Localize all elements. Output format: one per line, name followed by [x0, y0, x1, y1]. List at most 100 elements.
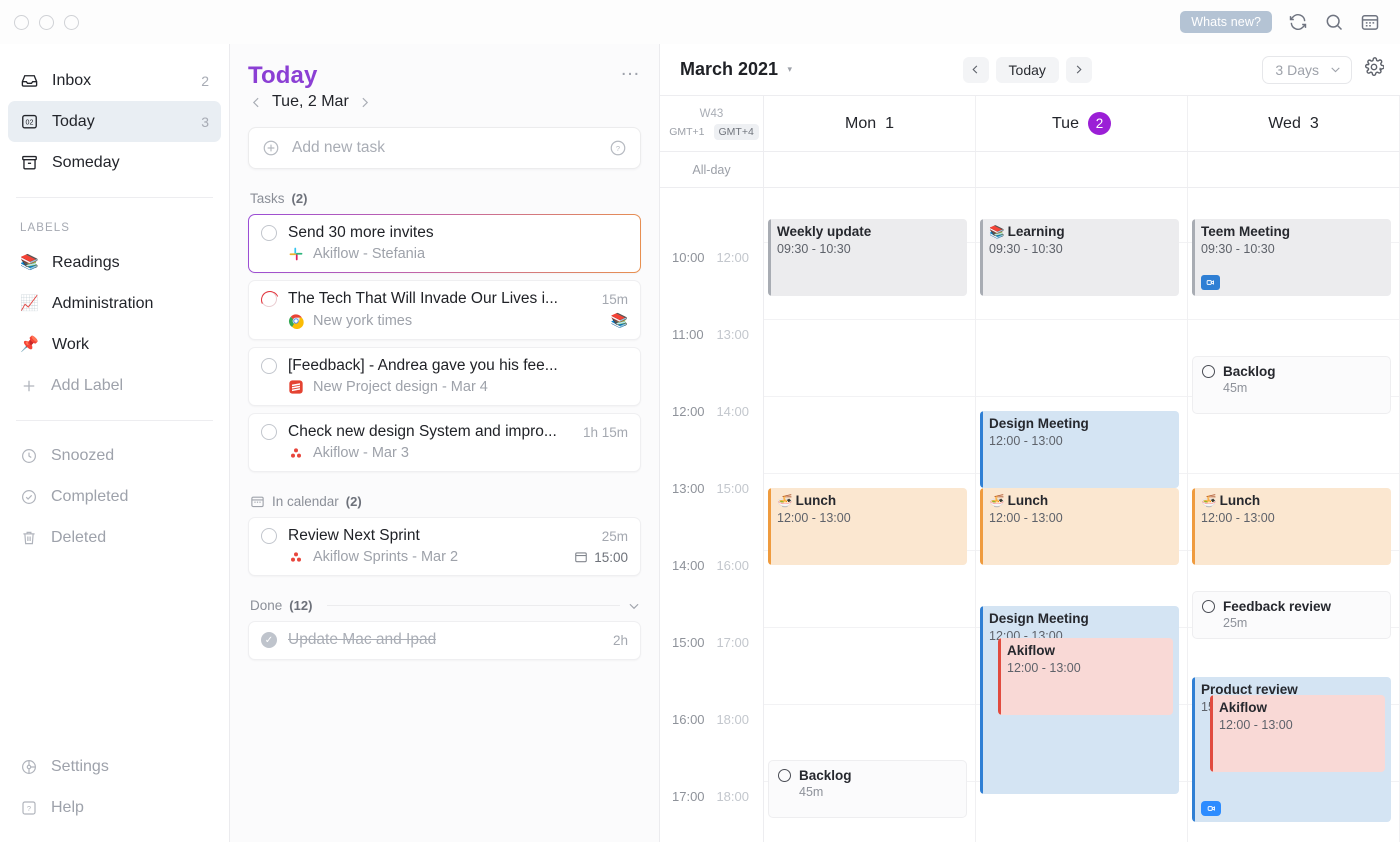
calendar-event-time: 12:00 - 13:00: [989, 433, 1063, 448]
timezone-gmt1[interactable]: GMT+1: [669, 125, 705, 138]
event-color-bar: [1210, 695, 1213, 772]
calendar-task-title: Feedback review: [1223, 599, 1332, 614]
task-row[interactable]: Review Next Sprint 25m Akiflow Sprints -…: [248, 517, 641, 576]
gear-icon[interactable]: [1364, 57, 1385, 82]
search-icon[interactable]: [1324, 12, 1344, 32]
title-bar: Whats new?: [0, 0, 1400, 44]
calendar-event-block[interactable]: Design Meeting 12:00 - 13:00: [980, 411, 1179, 488]
task-checkbox[interactable]: [778, 769, 791, 782]
sidebar-item-help[interactable]: ? Help: [0, 787, 229, 828]
trash-icon: [20, 529, 38, 547]
calendar-event-block[interactable]: Akiflow 12:00 - 13:00: [998, 638, 1173, 715]
app-body: Inbox 2 02 Today 3: [0, 44, 1400, 842]
day-header-tue[interactable]: Tue 2: [976, 96, 1188, 151]
task-row[interactable]: [Feedback] - Andrea gave you his fee... …: [248, 347, 641, 406]
sidebar-item-work[interactable]: 📌 Work: [0, 324, 229, 365]
timezone-gmt4[interactable]: GMT+4: [713, 123, 759, 140]
whats-new-button[interactable]: Whats new?: [1180, 11, 1272, 33]
task-checkbox[interactable]: [261, 358, 277, 374]
day-column-tue[interactable]: 📚 Learning 09:30 - 10:30 Design Meeting 12:0…: [976, 188, 1188, 842]
sidebar-footer: Settings ? Help: [0, 746, 229, 842]
calendar-panel: March 2021 ▾ Today 3 Days: [660, 44, 1400, 842]
all-day-cell-mon[interactable]: [764, 152, 976, 187]
today-button[interactable]: Today: [995, 56, 1059, 83]
inbox-icon: [20, 71, 39, 90]
settings-icon: [20, 758, 38, 776]
maximize-window-button[interactable]: [64, 14, 79, 30]
calendar-task-block[interactable]: Backlog 45m: [1192, 356, 1391, 414]
calendar-task-row: Feedback review: [1202, 599, 1382, 614]
hour-gridline: [764, 473, 975, 474]
prev-period-button[interactable]: [962, 56, 989, 83]
task-checkbox[interactable]: [261, 225, 277, 241]
task-main-row: Send 30 more invites: [261, 224, 628, 242]
task-main-row: [Feedback] - Andrea gave you his fee...: [261, 357, 628, 375]
task-row[interactable]: ✓ Update Mac and Ipad 2h: [248, 621, 641, 660]
task-meta-row: Akiflow - Mar 3: [261, 445, 628, 461]
task-checkbox[interactable]: [261, 424, 277, 440]
group-header-done[interactable]: Done (12): [250, 598, 641, 613]
calendar-event-block[interactable]: 🍜 Lunch 12:00 - 13:00: [1192, 488, 1391, 565]
calendar-event-block[interactable]: 🍜 Lunch 12:00 - 13:00: [980, 488, 1179, 565]
sidebar-item-someday[interactable]: Someday: [8, 142, 221, 183]
sidebar-item-completed[interactable]: Completed: [0, 476, 229, 517]
close-window-button[interactable]: [14, 14, 29, 30]
all-day-cell-tue[interactable]: [976, 152, 1188, 187]
next-day-icon[interactable]: [358, 96, 371, 109]
sidebar-item-readings[interactable]: 📚 Readings: [0, 242, 229, 283]
sidebar-item-today[interactable]: 02 Today 3: [8, 101, 221, 142]
more-options-button[interactable]: …: [620, 58, 641, 80]
zoom-icon[interactable]: [1201, 801, 1221, 816]
time-secondary: 18:00: [716, 712, 749, 727]
sidebar-item-settings[interactable]: Settings: [0, 746, 229, 787]
add-task-placeholder: Add new task: [292, 139, 386, 156]
task-checkbox[interactable]: [1202, 600, 1215, 613]
sidebar-item-inbox[interactable]: Inbox 2: [8, 60, 221, 101]
task-checkbox[interactable]: [261, 291, 277, 307]
range-select[interactable]: 3 Days: [1262, 55, 1352, 84]
day-header-wed[interactable]: Wed 3: [1188, 96, 1400, 151]
task-row[interactable]: Send 30 more invites Akiflow - Stefania: [248, 214, 641, 273]
sidebar-item-deleted[interactable]: Deleted: [0, 517, 229, 558]
next-period-button[interactable]: [1065, 56, 1092, 83]
chevron-down-icon[interactable]: [627, 599, 641, 613]
calendar-event-block[interactable]: 🍜 Lunch 12:00 - 13:00: [768, 488, 967, 565]
sidebar-item-snoozed[interactable]: Snoozed: [0, 435, 229, 476]
calendar-task-row: Backlog: [1202, 364, 1382, 379]
minimize-window-button[interactable]: [39, 14, 54, 30]
refresh-icon[interactable]: [1288, 12, 1308, 32]
task-checkbox[interactable]: [1202, 365, 1215, 378]
task-panel: Today … Tue, 2 Mar Add new task: [230, 44, 660, 842]
calendar-month-selector[interactable]: March 2021 ▾: [680, 59, 792, 80]
calendar-event-title: Teem Meeting: [1201, 224, 1291, 239]
calendar-event-time: 12:00 - 13:00: [989, 510, 1063, 525]
calendar-event-block[interactable]: Akiflow 12:00 - 13:00: [1210, 695, 1385, 772]
calendar-event-title: 🍜 Lunch: [989, 493, 1049, 508]
day-column-wed[interactable]: Teem Meeting 09:30 - 10:30 Backlog 45m 🍜 Lunc…: [1188, 188, 1400, 842]
calendar-event-block[interactable]: 📚 Learning 09:30 - 10:30: [980, 219, 1179, 296]
day-column-mon[interactable]: Weekly update 09:30 - 10:30 🍜 Lunch 12:00 - …: [764, 188, 976, 842]
add-label-button[interactable]: Add Label: [0, 365, 229, 406]
task-checkbox-checked[interactable]: ✓: [261, 632, 277, 648]
task-row[interactable]: The Tech That Will Invade Our Lives i...…: [248, 280, 641, 340]
calendar-event-block[interactable]: Teem Meeting 09:30 - 10:30: [1192, 219, 1391, 296]
sidebar-item-administration[interactable]: 📈 Administration: [0, 283, 229, 324]
date-navigator: Tue, 2 Mar: [248, 93, 641, 111]
prev-day-icon[interactable]: [250, 96, 263, 109]
sidebar: Inbox 2 02 Today 3: [0, 44, 230, 842]
task-main-row: Review Next Sprint 25m: [261, 527, 628, 545]
window-controls[interactable]: [14, 14, 79, 30]
help-circle-icon[interactable]: ?: [609, 139, 627, 157]
calendar-task-block[interactable]: Backlog 45m: [768, 760, 967, 818]
task-row[interactable]: Check new design System and impro... 1h …: [248, 413, 641, 472]
all-day-cell-wed[interactable]: [1188, 152, 1400, 187]
calendar-event-title: Design Meeting: [989, 611, 1089, 626]
day-header-mon[interactable]: Mon 1: [764, 96, 976, 151]
add-task-input[interactable]: Add new task ?: [248, 127, 641, 169]
calendar-event-block[interactable]: Weekly update 09:30 - 10:30: [768, 219, 967, 296]
task-checkbox[interactable]: [261, 528, 277, 544]
calendar-task-block[interactable]: Feedback review 25m: [1192, 591, 1391, 639]
google-meet-icon[interactable]: [1201, 275, 1220, 290]
calendar-icon[interactable]: [1360, 12, 1380, 32]
hour-gridline: [1188, 319, 1399, 320]
